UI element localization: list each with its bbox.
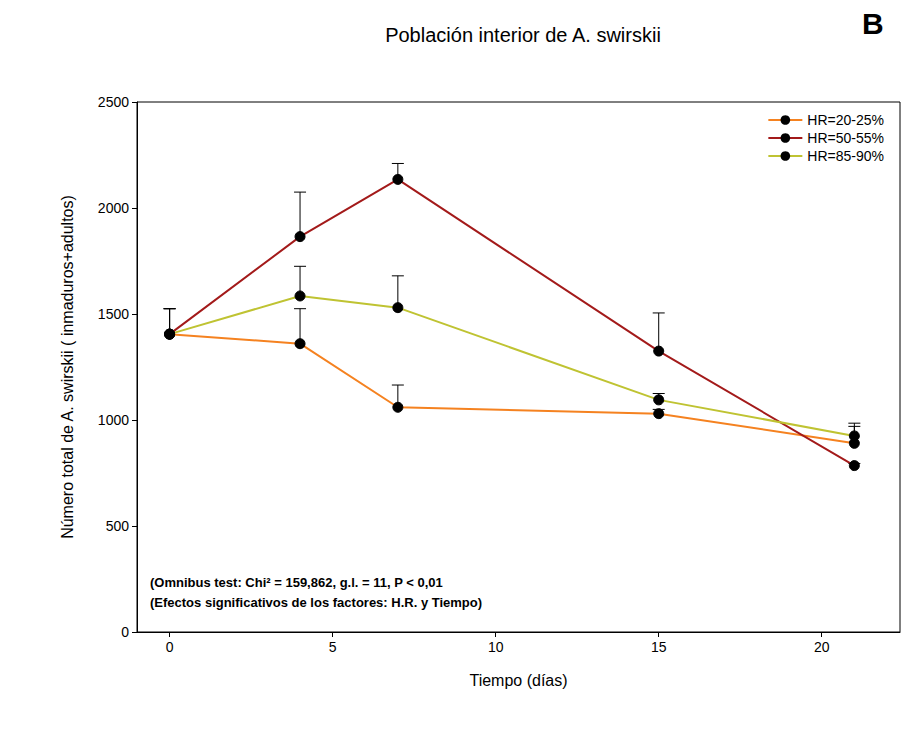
svg-text:(Efectos significativos de los: (Efectos significativos de los factores:…: [150, 595, 482, 610]
svg-text:20: 20: [814, 639, 830, 655]
svg-text:HR=85-90%: HR=85-90%: [807, 148, 884, 164]
svg-text:15: 15: [651, 639, 667, 655]
svg-text:2500: 2500: [98, 94, 129, 110]
svg-text:1000: 1000: [98, 412, 129, 428]
svg-text:HR=50-55%: HR=50-55%: [807, 130, 884, 146]
svg-text:0: 0: [121, 624, 129, 640]
svg-text:500: 500: [106, 518, 130, 534]
svg-text:5: 5: [329, 639, 337, 655]
svg-text:HR=20-25%: HR=20-25%: [807, 112, 884, 128]
svg-text:0: 0: [166, 639, 174, 655]
svg-text:10: 10: [488, 639, 504, 655]
svg-text:(Omnibus test: Chi² = 159,862,: (Omnibus test: Chi² = 159,862, g.l. = 11…: [150, 575, 443, 590]
svg-text:Tiempo (días): Tiempo (días): [469, 672, 567, 689]
svg-text:Número total de A. swirskii (: Número total de A. swirskii ( inmaduros+…: [59, 195, 76, 539]
svg-text:B: B: [862, 7, 884, 40]
svg-text:2000: 2000: [98, 200, 129, 216]
svg-text:Población interior de A. swirs: Población interior de A. swirskii: [385, 24, 661, 46]
svg-text:1500: 1500: [98, 306, 129, 322]
